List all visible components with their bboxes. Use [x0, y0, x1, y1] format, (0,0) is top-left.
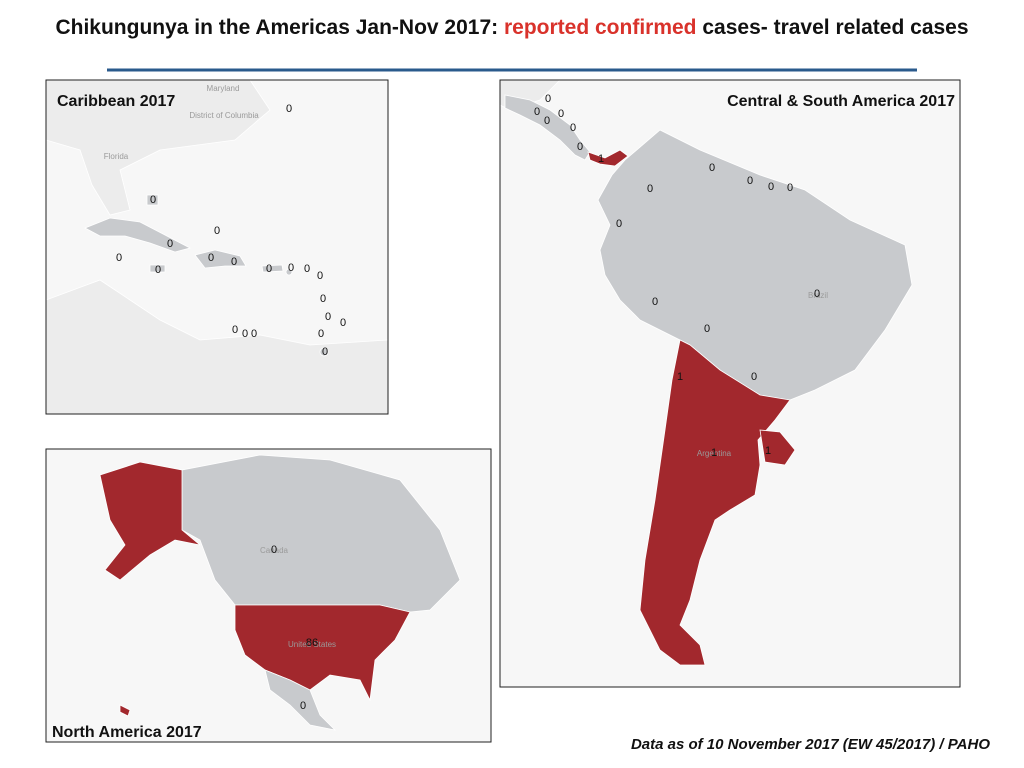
- case-count: 0: [545, 93, 551, 105]
- panel-title: Central & South America 2017: [727, 93, 955, 110]
- case-count: 0: [242, 328, 248, 340]
- case-count: 1: [711, 447, 717, 459]
- case-count: 0: [577, 141, 583, 153]
- place-name: Brazil: [808, 291, 828, 300]
- slide-title: Chikungunya in the Americas Jan-Nov 2017…: [12, 14, 1012, 42]
- case-count: 0: [768, 181, 774, 193]
- case-count: 0: [751, 371, 757, 383]
- case-count: 0: [300, 700, 306, 712]
- place-name: Argentina: [697, 449, 732, 458]
- place-name: District of Columbia: [189, 111, 259, 120]
- panel-frame: [45, 448, 492, 743]
- case-count: 0: [317, 270, 323, 282]
- north-america-map: [46, 449, 491, 742]
- case-count: 0: [325, 311, 331, 323]
- case-count: 0: [647, 183, 653, 195]
- case-count: 0: [570, 122, 576, 134]
- case-count: 0: [704, 323, 710, 335]
- case-count: 1: [765, 445, 771, 457]
- case-count: 0: [150, 194, 156, 206]
- case-count: 0: [232, 324, 238, 336]
- case-count: 0: [271, 544, 277, 556]
- case-count: 0: [288, 262, 294, 274]
- case-count: 0: [266, 263, 272, 275]
- case-count: 0: [814, 288, 820, 300]
- case-count: 0: [286, 103, 292, 115]
- case-count: 0: [304, 263, 310, 275]
- case-count: 0: [318, 328, 324, 340]
- case-count: 0: [167, 238, 173, 250]
- case-count: 0: [214, 225, 220, 237]
- place-name: Maryland: [207, 84, 240, 93]
- south-america-map: [500, 80, 960, 687]
- caribbean-map: [46, 80, 388, 414]
- panel-title: Caribbean 2017: [57, 93, 175, 110]
- case-count: 0: [320, 293, 326, 305]
- title-text: cases- travel related cases: [696, 16, 969, 39]
- case-count: 0: [747, 175, 753, 187]
- place-name: Florida: [104, 152, 129, 161]
- title-highlight: reported confirmed: [503, 16, 697, 39]
- case-count: 1: [598, 153, 604, 165]
- footnote: Data as of 10 November 2017 (EW 45/2017)…: [631, 736, 990, 753]
- case-count: 1: [677, 371, 683, 383]
- case-count: 86: [306, 637, 318, 649]
- case-count: 0: [155, 264, 161, 276]
- case-count: 0: [534, 106, 540, 118]
- case-count: 0: [340, 317, 346, 329]
- case-count: 0: [116, 252, 122, 264]
- place-name: Canada: [260, 546, 289, 555]
- case-count: 0: [544, 115, 550, 127]
- panel-frame: [45, 79, 389, 415]
- panel-title: North America 2017: [52, 724, 202, 741]
- case-count: 0: [208, 252, 214, 264]
- title-text: Chikungunya in the Americas Jan-Nov 2017…: [55, 16, 504, 39]
- case-count: 0: [231, 256, 237, 268]
- case-count: 0: [558, 108, 564, 120]
- case-count: 0: [652, 296, 658, 308]
- case-count: 0: [787, 182, 793, 194]
- case-count: 0: [322, 346, 328, 358]
- case-count: 0: [251, 328, 257, 340]
- panel-frame: [499, 79, 961, 688]
- case-count: 0: [709, 162, 715, 174]
- case-count: 0: [616, 218, 622, 230]
- place-name: United States: [288, 640, 336, 649]
